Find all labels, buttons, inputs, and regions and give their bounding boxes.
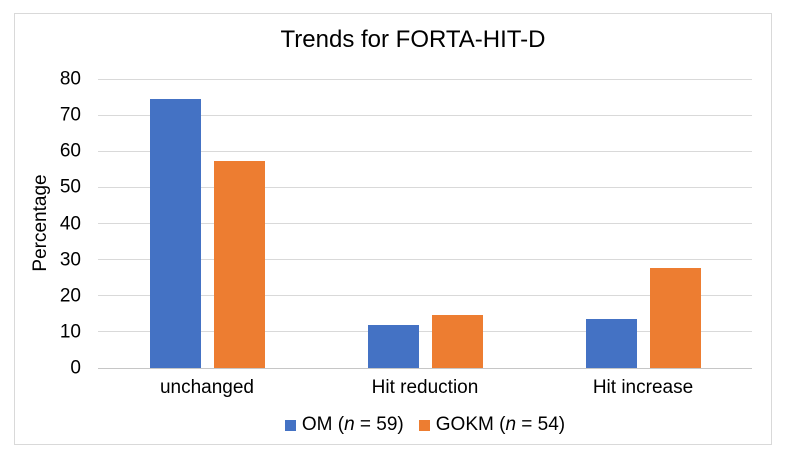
y-tick-label: 60 [59,140,81,162]
bar-gokm-1 [431,314,483,368]
legend-swatch-gokm [418,419,430,431]
plot-area: 0 10 20 30 40 50 60 70 80 [60,70,752,378]
x-axis-line [98,367,752,369]
bar-om-2 [585,318,637,368]
bar-om-1 [367,325,419,368]
gridline [98,114,752,116]
bar-om-0 [149,98,201,368]
bar-group-0 [98,79,316,368]
x-axis-label-0: unchanged [159,377,255,398]
y-tick-label: 10 [59,321,81,343]
y-tick-label: 0 [70,357,81,379]
legend-label-gokm: GOKM (n = 54) [435,414,566,435]
y-tick-label: 80 [59,68,81,90]
legend-item-om: OM (n = 59) [284,414,404,437]
gridline [98,150,752,152]
y-tick-label: 30 [59,249,81,271]
gridline [98,223,752,224]
x-axis-labels: unchanged Hit reduction Hit increase [98,377,752,400]
gridline [98,78,752,80]
chart-title: Trends for FORTA-HIT-D [280,26,546,53]
gridline [98,186,752,188]
y-tick-label: 50 [59,176,81,198]
bar-gokm-2 [649,267,701,368]
y-tick-label: 70 [59,104,81,126]
gridline [98,331,752,333]
bar-group-1 [316,79,534,368]
x-axis-label-2: Hit increase [592,377,694,398]
legend: OM (n = 59) GOKM (n = 54) [98,414,752,437]
bar-groups [98,79,752,368]
y-axis-title: Percentage [30,174,51,272]
legend-swatch-om [284,419,296,431]
legend-label-om: OM (n = 59) [301,414,404,435]
y-tick-label: 40 [59,213,81,234]
legend-item-gokm: GOKM (n = 54) [418,414,566,437]
chart-frame: Trends for FORTA-HIT-D Percentage 0 10 20 3… [14,13,772,445]
gridline [98,259,752,261]
gridline [98,295,752,297]
y-tick-label: 20 [59,285,81,307]
bar-gokm-0 [213,160,265,368]
bar-group-2 [534,79,752,368]
x-axis-label-1: Hit reduction [371,377,479,398]
